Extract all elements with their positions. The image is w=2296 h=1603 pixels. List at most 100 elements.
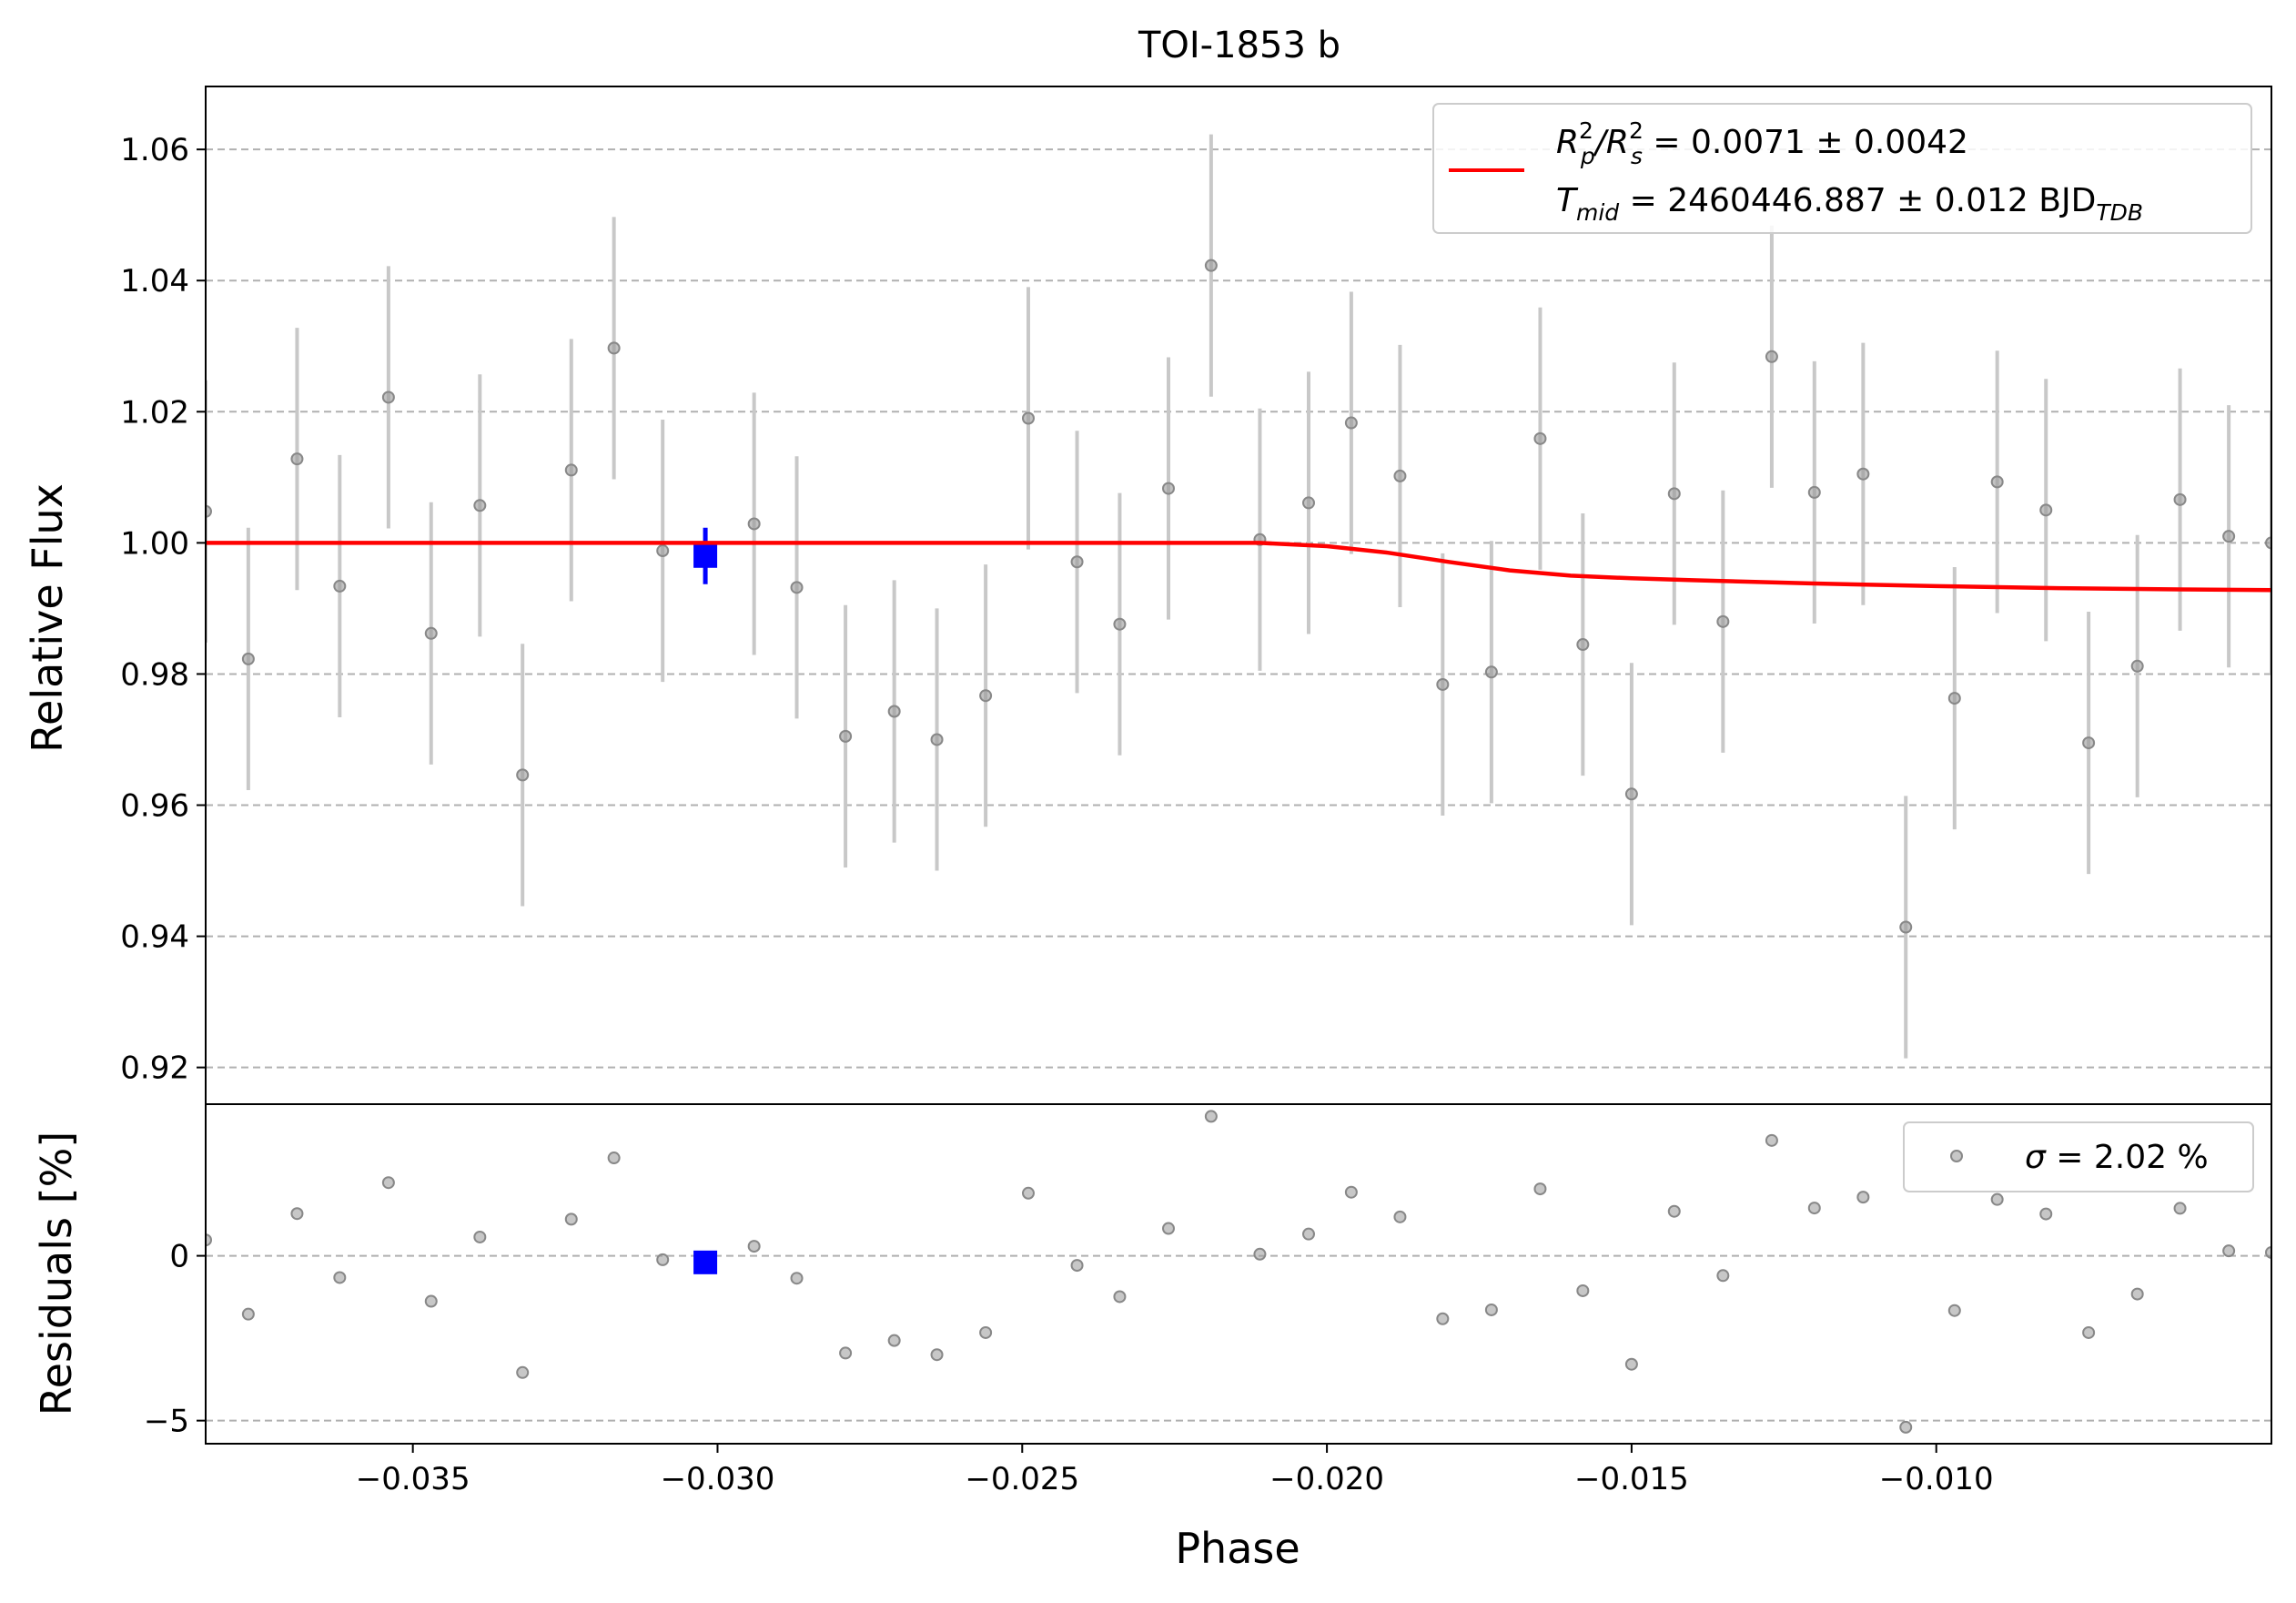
flux-point bbox=[2130, 659, 2144, 673]
flux-point bbox=[607, 341, 621, 355]
phase-x-tick-label: −0.015 bbox=[1574, 1461, 1689, 1497]
residual-point bbox=[1899, 1420, 1913, 1434]
flux-point bbox=[1302, 496, 1316, 510]
residual-point bbox=[2039, 1207, 2053, 1221]
flux-grid bbox=[206, 148, 2271, 1069]
residual-point bbox=[1716, 1269, 1730, 1283]
residual-point bbox=[381, 1176, 395, 1190]
flux-point bbox=[979, 689, 993, 703]
residual-point bbox=[1113, 1290, 1127, 1304]
residual-point bbox=[1021, 1186, 1035, 1200]
residual-point bbox=[1667, 1204, 1681, 1218]
flux-point bbox=[887, 705, 901, 718]
flux-point bbox=[1070, 555, 1084, 569]
residual-point bbox=[1947, 1304, 1961, 1317]
flux-point bbox=[1484, 665, 1498, 679]
phase-x-tick-label: −0.020 bbox=[1269, 1461, 1384, 1497]
residual-point bbox=[979, 1325, 993, 1339]
residual-point bbox=[1765, 1133, 1778, 1147]
flux-point bbox=[206, 504, 212, 518]
residual-point bbox=[2173, 1202, 2187, 1215]
residuals-y-ticks: −5 0 bbox=[144, 1239, 206, 1440]
residual-point bbox=[1436, 1312, 1450, 1325]
flux-axes-frame bbox=[205, 86, 2272, 1105]
flux-point bbox=[290, 452, 304, 466]
flux-point bbox=[1436, 677, 1450, 691]
transit-model-line bbox=[206, 541, 2271, 593]
residual-point bbox=[839, 1346, 853, 1360]
residual-point bbox=[2082, 1325, 2096, 1339]
flux-point bbox=[2222, 530, 2236, 543]
flux-point bbox=[1856, 467, 1870, 481]
residual-point bbox=[424, 1294, 438, 1308]
flux-point bbox=[1393, 469, 1407, 482]
flux-point bbox=[747, 517, 761, 531]
phase-x-tick-label: −0.035 bbox=[356, 1461, 470, 1497]
flux-y-tick-label: 1.04 bbox=[120, 263, 189, 299]
residual-point bbox=[1253, 1247, 1267, 1261]
flux-point bbox=[1624, 787, 1638, 801]
flux-y-tick-label: 1.06 bbox=[120, 132, 189, 168]
flux-legend-box bbox=[1432, 103, 2252, 234]
residual-point bbox=[1302, 1227, 1316, 1241]
residual-point bbox=[887, 1334, 901, 1347]
flux-point bbox=[241, 652, 255, 665]
residual-point bbox=[1484, 1303, 1498, 1316]
flux-point bbox=[2082, 736, 2096, 750]
residuals-legend-box bbox=[1903, 1121, 2254, 1192]
flux-y-tick-label: 0.98 bbox=[120, 656, 189, 693]
phase-x-label: Phase bbox=[1175, 1524, 1300, 1573]
residuals-panel: −5 0 −0.035 −0.030 −0.025 −0.020 −0.015 −0.010… bbox=[32, 1103, 2272, 1573]
residual-point bbox=[1624, 1357, 1638, 1371]
flux-point bbox=[1021, 411, 1035, 425]
residuals-y-label: Residuals [%] bbox=[32, 1131, 81, 1415]
phase-x-ticks: −0.035 −0.030 −0.025 −0.020 −0.015 −0.010 bbox=[356, 1444, 1994, 1497]
flux-point bbox=[424, 626, 438, 640]
flux-y-ticks: 0.92 0.94 0.96 0.98 1.00 1.02 1.04 1.06 bbox=[120, 132, 206, 1087]
transit-model bbox=[206, 541, 2271, 593]
flux-point bbox=[1807, 485, 1821, 499]
flux-highlight-point bbox=[693, 543, 718, 568]
flux-point bbox=[2039, 503, 2053, 517]
residuals-grid bbox=[206, 1254, 2271, 1422]
flux-point bbox=[1716, 614, 1730, 628]
flux-point bbox=[1576, 638, 1590, 652]
residual-point bbox=[1344, 1185, 1358, 1199]
residuals-data bbox=[206, 1110, 2271, 1434]
flux-point bbox=[473, 499, 487, 512]
phase-x-tick-label: −0.010 bbox=[1879, 1461, 1994, 1497]
residual-point bbox=[1070, 1259, 1084, 1273]
residual-point bbox=[1204, 1110, 1218, 1123]
residual-point bbox=[290, 1207, 304, 1221]
residual-point bbox=[1393, 1210, 1407, 1223]
flux-point bbox=[1765, 350, 1778, 363]
residual-point bbox=[2265, 1245, 2271, 1259]
flux-point bbox=[1990, 475, 2004, 489]
flux-y-tick-label: 0.96 bbox=[120, 788, 189, 825]
residuals-y-tick-label: 0 bbox=[169, 1239, 189, 1275]
flux-y-tick-label: 0.92 bbox=[120, 1050, 189, 1087]
flux-point bbox=[564, 463, 578, 477]
residual-point bbox=[2222, 1244, 2236, 1258]
residual-point bbox=[241, 1307, 255, 1321]
flux-point bbox=[2173, 492, 2187, 506]
flux-legend-line-1: R2 p/R2 s = 0.0071 ± 0.0042 bbox=[1556, 117, 1968, 169]
flux-point bbox=[1667, 487, 1681, 501]
residual-point bbox=[790, 1272, 804, 1285]
phase-x-tick-label: −0.025 bbox=[965, 1461, 1079, 1497]
residual-point bbox=[1533, 1182, 1547, 1196]
flux-point bbox=[1344, 416, 1358, 430]
flux-point bbox=[516, 768, 530, 782]
residual-point bbox=[1161, 1222, 1175, 1235]
flux-y-tick-label: 1.02 bbox=[120, 394, 189, 431]
flux-point bbox=[381, 391, 395, 404]
flux-y-tick-label: 0.94 bbox=[120, 919, 189, 956]
flux-point bbox=[333, 579, 347, 593]
residual-point bbox=[564, 1212, 578, 1226]
flux-panel: 0.92 0.94 0.96 0.98 1.00 1.02 1.04 1.06 Relativ… bbox=[23, 86, 2272, 1105]
flux-point bbox=[1113, 617, 1127, 631]
flux-y-label: Relative Flux bbox=[23, 483, 72, 753]
residual-point bbox=[1576, 1283, 1590, 1297]
flux-point bbox=[1161, 482, 1175, 495]
